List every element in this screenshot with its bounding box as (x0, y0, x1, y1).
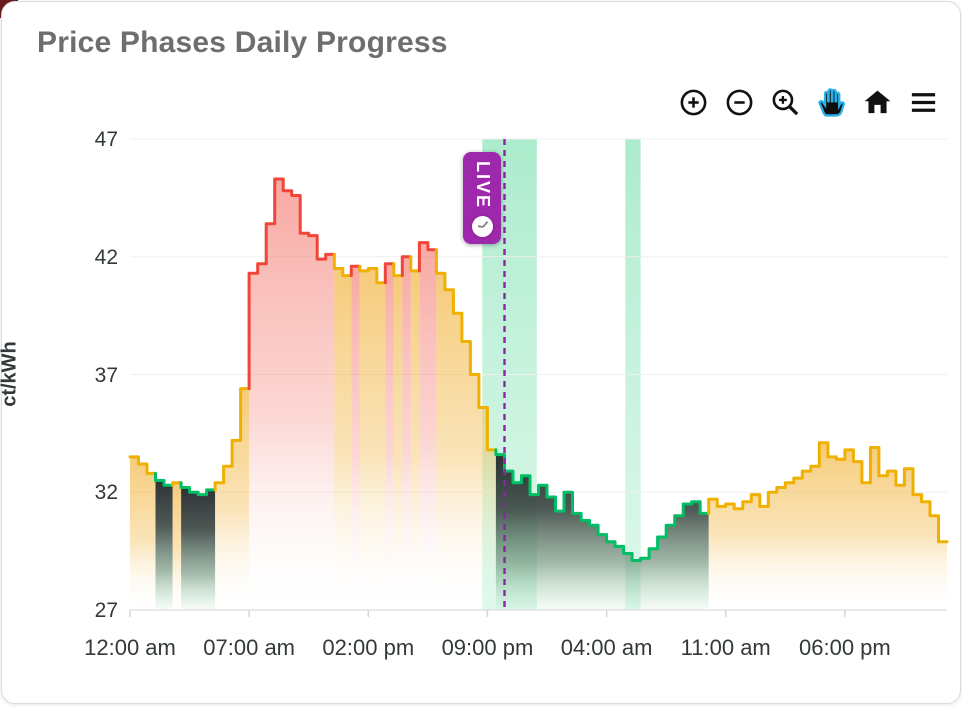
live-badge: LIVE (463, 152, 502, 244)
y-tick-label: 42 (94, 245, 118, 269)
x-tick-label: 12:00 am (84, 635, 176, 660)
y-tick-label: 37 (94, 363, 118, 387)
y-tick-label: 27 (94, 599, 118, 622)
clock-icon (471, 216, 493, 237)
pan-icon[interactable] (813, 84, 850, 121)
chart-title: Price Phases Daily Progress (37, 26, 448, 59)
x-tick-label: 11:00 am (680, 635, 771, 660)
x-tick-label: 06:00 pm (799, 635, 891, 660)
y-tick-label: 47 (94, 128, 118, 151)
x-tick-label: 09:00 pm (441, 635, 534, 660)
x-tick-label: 07:00 am (203, 635, 296, 660)
zoom-in-icon[interactable] (675, 84, 712, 121)
x-tick-label: 02:00 pm (322, 635, 415, 660)
zoom-out-icon[interactable] (721, 84, 758, 121)
x-tick-label: 04:00 am (560, 635, 653, 660)
y-tick-label: 32 (94, 481, 118, 505)
live-badge-label: LIVE (472, 161, 493, 210)
selection-zoom-icon[interactable] (767, 84, 804, 121)
home-icon[interactable] (859, 84, 896, 121)
menu-icon[interactable] (905, 84, 942, 121)
chart-toolbar (675, 84, 942, 121)
